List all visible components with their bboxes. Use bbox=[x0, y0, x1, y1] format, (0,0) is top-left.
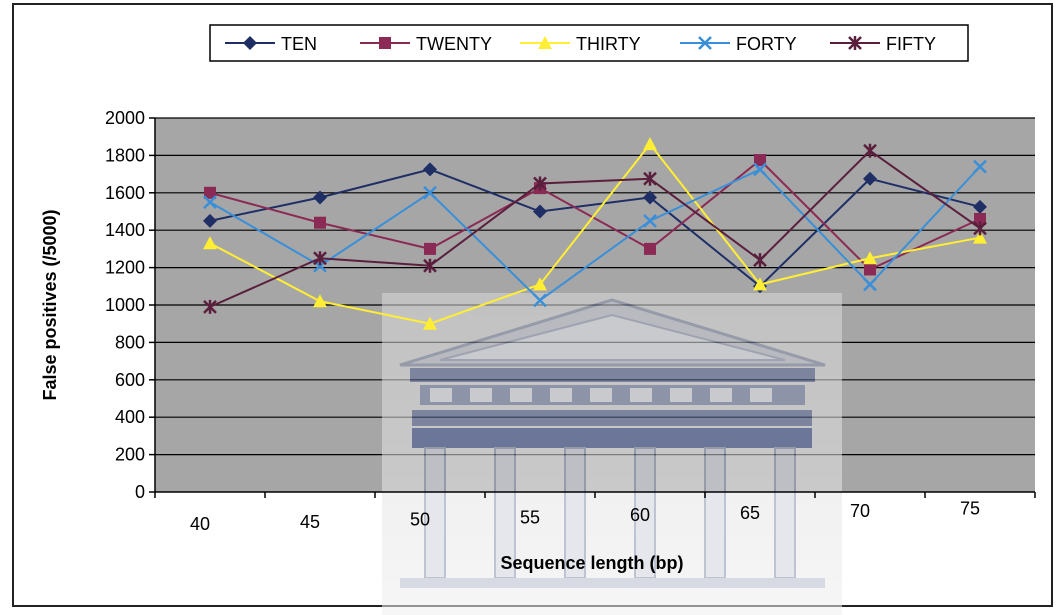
legend-marker bbox=[379, 37, 391, 49]
legend-marker bbox=[848, 36, 862, 50]
x-tick-label: 60 bbox=[630, 505, 650, 525]
building-watermark-icon bbox=[382, 293, 842, 615]
y-tick-label: 600 bbox=[115, 370, 145, 390]
series-line bbox=[209, 142, 981, 325]
data-point bbox=[973, 230, 987, 244]
data-point bbox=[863, 251, 877, 265]
y-tick-label: 1800 bbox=[105, 145, 145, 165]
legend-entry: TEN bbox=[225, 34, 317, 54]
data-point bbox=[863, 143, 877, 158]
y-tick-label: 1000 bbox=[105, 295, 145, 315]
data-point bbox=[533, 293, 547, 308]
data-point bbox=[203, 195, 217, 210]
y-tick-label: 800 bbox=[115, 332, 145, 352]
legend-marker bbox=[243, 36, 257, 50]
data-point bbox=[753, 162, 767, 177]
x-tick-label: 45 bbox=[300, 512, 320, 532]
legend-label: FORTY bbox=[736, 34, 797, 54]
series-thirty bbox=[203, 137, 987, 330]
x-tick-label: 50 bbox=[410, 510, 430, 530]
data-point bbox=[974, 212, 986, 225]
x-tick-labels: 40 45 50 55 60 65 70 75 bbox=[190, 499, 980, 534]
data-point bbox=[863, 277, 877, 292]
data-point bbox=[313, 294, 327, 308]
axes bbox=[149, 117, 1036, 498]
data-point bbox=[423, 258, 437, 273]
data-point bbox=[533, 204, 547, 219]
series-layer bbox=[203, 137, 987, 330]
series-line bbox=[209, 168, 981, 288]
data-point bbox=[204, 186, 216, 199]
legend-label: TEN bbox=[281, 34, 317, 54]
y-axis-title: False positives (/5000) bbox=[40, 209, 60, 400]
data-point bbox=[203, 213, 217, 228]
data-point bbox=[754, 154, 766, 167]
data-point bbox=[863, 171, 877, 186]
legend-entry: THIRTY bbox=[520, 34, 641, 54]
y-tick-label: 400 bbox=[115, 407, 145, 427]
y-tick-labels: 0 200 400 600 800 1000 1200 1400 1600 1800 2000 bbox=[105, 108, 145, 502]
y-tick-label: 1400 bbox=[105, 220, 145, 240]
data-point bbox=[643, 137, 657, 151]
legend-label: TWENTY bbox=[416, 34, 492, 54]
x-tick-label: 75 bbox=[960, 499, 980, 519]
legend-marker bbox=[698, 36, 712, 50]
legend: TEN TWENTY THIRTY FORTY FIFTY bbox=[209, 24, 969, 62]
legend-entry: TWENTY bbox=[360, 34, 492, 54]
legend-marker bbox=[538, 36, 552, 49]
x-axis-title: Sequence length (bp) bbox=[500, 553, 683, 573]
series-line bbox=[209, 165, 981, 302]
series-ten bbox=[203, 162, 987, 294]
data-point bbox=[643, 213, 657, 228]
x-tick-label: 40 bbox=[190, 514, 210, 534]
data-point bbox=[423, 316, 437, 330]
series-line bbox=[209, 158, 981, 271]
series-twenty bbox=[204, 154, 986, 276]
data-point bbox=[423, 185, 437, 200]
data-point bbox=[643, 171, 657, 186]
y-tick-label: 200 bbox=[115, 445, 145, 465]
data-point bbox=[644, 242, 656, 255]
series-forty bbox=[203, 159, 987, 308]
legend-entry: FIFTY bbox=[830, 34, 936, 54]
legend-label: THIRTY bbox=[576, 34, 641, 54]
data-point bbox=[533, 277, 547, 291]
data-point bbox=[533, 176, 547, 191]
y-tick-label: 2000 bbox=[105, 108, 145, 128]
x-tick-label: 65 bbox=[740, 503, 760, 523]
data-point bbox=[753, 253, 767, 268]
data-point bbox=[424, 242, 436, 255]
data-point bbox=[423, 162, 437, 177]
data-point bbox=[203, 236, 217, 250]
data-point bbox=[643, 190, 657, 205]
x-tick-label: 70 bbox=[850, 501, 870, 521]
legend-entry: FORTY bbox=[680, 34, 797, 54]
y-tick-label: 0 bbox=[135, 482, 145, 502]
series-fifty bbox=[203, 143, 987, 314]
data-point bbox=[864, 263, 876, 276]
data-point bbox=[313, 251, 327, 266]
y-tick-label: 1200 bbox=[105, 258, 145, 278]
data-point bbox=[973, 199, 987, 214]
data-point bbox=[203, 299, 217, 314]
x-tick-label: 55 bbox=[520, 507, 540, 527]
series-line bbox=[209, 149, 981, 308]
legend-label: FIFTY bbox=[886, 34, 936, 54]
data-point bbox=[313, 190, 327, 205]
data-point bbox=[314, 216, 326, 229]
data-point bbox=[973, 159, 987, 174]
data-point bbox=[973, 221, 987, 236]
y-tick-label: 1600 bbox=[105, 183, 145, 203]
data-point bbox=[753, 277, 767, 291]
